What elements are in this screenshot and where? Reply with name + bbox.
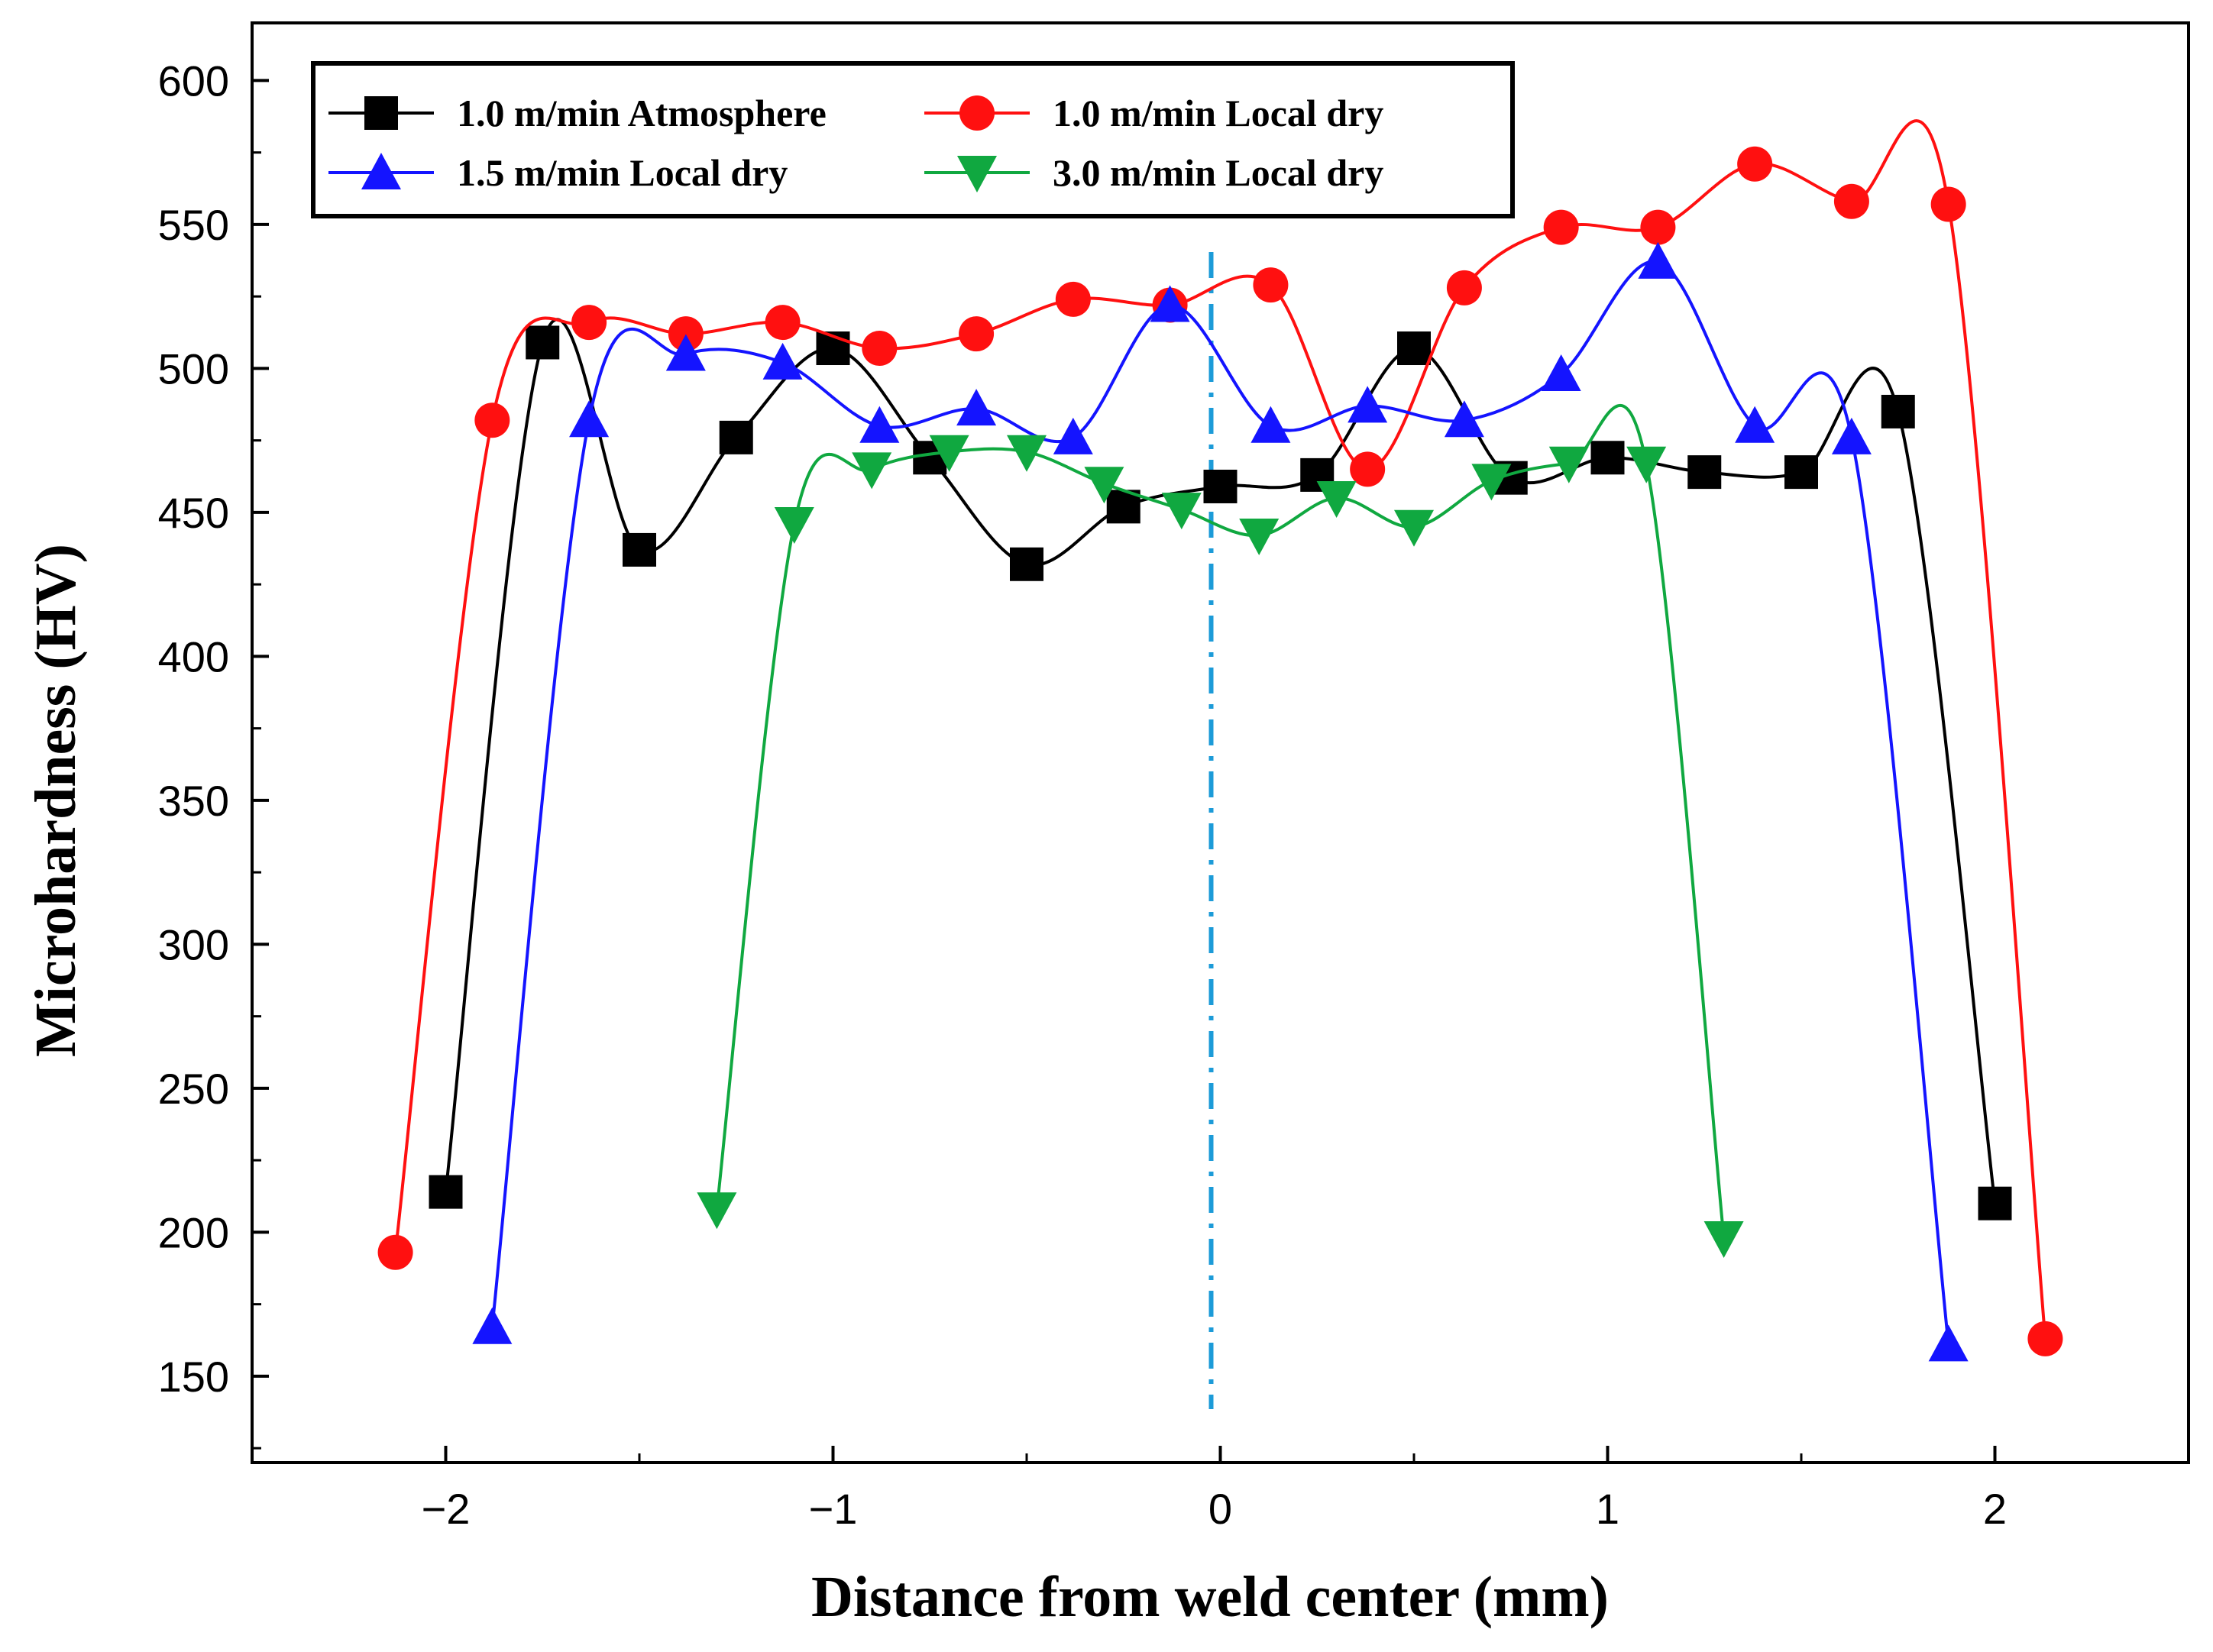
data-point <box>1239 519 1280 556</box>
data-point <box>1007 435 1047 472</box>
data-point <box>1394 509 1434 547</box>
x-tick-label: 0 <box>1208 1485 1232 1533</box>
data-point <box>1348 386 1388 423</box>
data-point <box>569 400 610 438</box>
data-point <box>1881 394 1915 428</box>
data-point <box>1831 417 1872 454</box>
x-tick-label: −2 <box>422 1485 471 1533</box>
data-point <box>1161 493 1202 530</box>
data-point <box>571 305 607 341</box>
y-tick-label: 250 <box>158 1065 229 1113</box>
data-point <box>859 406 900 443</box>
data-point <box>1928 1324 1969 1362</box>
series-1 <box>429 318 2012 1220</box>
data-point <box>697 1192 737 1230</box>
data-point <box>668 316 704 352</box>
x-tick-label: 2 <box>1983 1485 2007 1533</box>
data-point <box>429 1175 463 1209</box>
data-point <box>1640 209 1676 245</box>
legend-marker <box>361 153 401 189</box>
y-tick-label: 300 <box>158 920 229 968</box>
data-point <box>1703 1220 1744 1258</box>
data-point <box>719 420 753 454</box>
data-point <box>377 1234 413 1270</box>
legend-label: 3.0 m/min Local dry <box>1053 151 1383 194</box>
axes: 150 200 250 300 350 400 450 500 550 600 −2 −1 0 1 2 <box>158 21 2190 1533</box>
legend: 1.0 m/min Atmosphere 1.5 m/min Local dry 1… <box>311 61 1515 218</box>
data-point <box>665 334 706 371</box>
data-point <box>526 325 560 360</box>
y-axis-title: Microhardness (HV) <box>24 544 88 1057</box>
y-tick-label: 200 <box>158 1208 229 1256</box>
data-point <box>1316 481 1357 519</box>
data-point <box>1053 417 1093 454</box>
series-3 <box>472 241 1969 1362</box>
x-axis-title: Distance from weld center (mm) <box>811 1565 1609 1629</box>
y-tick-label: 600 <box>158 57 229 105</box>
data-point <box>1784 455 1818 490</box>
data-point <box>1446 270 1482 306</box>
legend-label: 1.0 m/min Local dry <box>1053 92 1383 134</box>
series-group <box>377 119 2063 1362</box>
data-point <box>1084 467 1124 504</box>
data-point <box>1397 331 1431 366</box>
data-point <box>1444 400 1484 438</box>
data-point <box>1253 267 1289 303</box>
series-line <box>490 260 1950 1345</box>
data-point <box>956 389 997 426</box>
data-point <box>623 532 656 567</box>
x-tick-label: −1 <box>809 1485 858 1533</box>
data-point <box>762 342 803 380</box>
legend-marker <box>959 95 995 131</box>
data-point <box>1471 464 1512 501</box>
data-point <box>1735 406 1775 443</box>
data-point <box>1543 209 1579 245</box>
data-point <box>1548 446 1589 483</box>
legend-label: 1.5 m/min Local dry <box>457 151 788 194</box>
plot-frame <box>251 21 2190 1464</box>
y-tick-label: 450 <box>158 489 229 537</box>
data-point <box>1626 446 1667 483</box>
y-tick-label: 550 <box>158 201 229 249</box>
data-point <box>1010 547 1043 581</box>
series-line <box>715 403 1726 1239</box>
data-point <box>862 331 898 367</box>
data-point <box>1978 1186 2012 1220</box>
data-point <box>1930 186 1966 222</box>
data-point <box>1055 281 1091 317</box>
legend-marker <box>364 96 398 130</box>
data-point <box>1250 406 1291 443</box>
legend-box <box>311 61 1515 218</box>
series-line <box>393 119 2047 1340</box>
x-tick-label: 1 <box>1596 1485 1619 1533</box>
data-point <box>929 435 969 472</box>
legend-label: 1.0 m/min Atmosphere <box>457 92 827 134</box>
y-tick-label: 400 <box>158 632 229 681</box>
legend-marker <box>957 156 997 192</box>
y-tick-label: 350 <box>158 777 229 825</box>
data-point <box>774 506 814 544</box>
data-point <box>1590 441 1625 475</box>
series-4 <box>697 403 1744 1258</box>
data-point <box>1541 354 1581 391</box>
y-tick-label: 150 <box>158 1353 229 1401</box>
data-point <box>1687 455 1722 490</box>
data-point <box>474 402 510 438</box>
y-tick-label: 500 <box>158 344 229 393</box>
data-point <box>1638 241 1678 279</box>
data-point <box>959 316 995 352</box>
data-point <box>2027 1321 2063 1356</box>
data-point <box>765 305 801 341</box>
data-point <box>1350 451 1386 487</box>
data-point <box>472 1307 513 1344</box>
data-point <box>1737 146 1773 182</box>
data-point <box>1203 469 1238 503</box>
series-line <box>444 318 1997 1204</box>
data-point <box>1150 285 1190 322</box>
data-point <box>1833 183 1869 219</box>
series-2 <box>377 119 2063 1356</box>
data-point <box>852 452 892 490</box>
